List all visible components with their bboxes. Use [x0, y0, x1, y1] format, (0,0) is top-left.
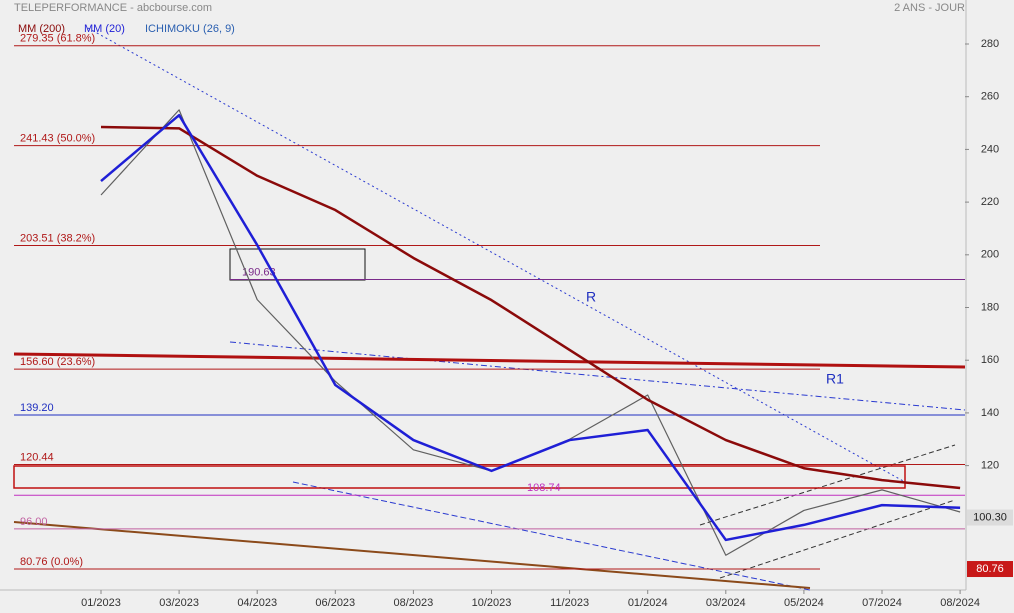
level-label: 190.63: [242, 266, 276, 278]
level-label: 156.60 (23.6%): [20, 356, 95, 368]
legend-entry: MM (200): [18, 23, 65, 35]
chart-title: TELEPERFORMANCE - abcbourse.com: [14, 2, 212, 14]
price-tag-label: 100.30: [973, 511, 1007, 523]
trendline: [292, 481, 811, 591]
x-tick-label: 01/2024: [628, 597, 668, 609]
channel-line: [699, 444, 956, 526]
x-tick-label: 10/2023: [472, 597, 512, 609]
trend-label: R: [586, 289, 596, 305]
price-tag: [967, 509, 1013, 526]
price-tag: [967, 561, 1013, 578]
y-tick-label: 220: [981, 196, 999, 208]
channel-line: [719, 499, 956, 579]
level-label: 80.76 (0.0%): [20, 556, 83, 568]
level-label: 108.74: [527, 482, 561, 494]
series-line: [100, 113, 961, 542]
y-tick-label: 260: [981, 91, 999, 103]
y-tick-label: 240: [981, 143, 999, 155]
y-tick-label: 180: [981, 301, 999, 313]
period: 2 ANS - JOUR: [894, 2, 965, 14]
level-label: 203.51 (38.2%): [20, 232, 95, 244]
y-tick-label: 120: [981, 460, 999, 472]
price-tag-label: 80.76: [976, 563, 1004, 575]
legend-entry: ICHIMOKU (26, 9): [145, 23, 235, 35]
x-tick-label: 01/2023: [81, 597, 121, 609]
series-line: [100, 125, 961, 490]
trendline: [13, 521, 811, 589]
trend-label: R1: [826, 371, 844, 387]
x-tick-label: 07/2024: [862, 597, 902, 609]
x-tick-label: 08/2023: [394, 597, 434, 609]
y-tick-label: 160: [981, 354, 999, 366]
x-tick-label: 05/2024: [784, 597, 824, 609]
x-tick-label: 08/2024: [940, 597, 980, 609]
x-tick-label: 06/2023: [315, 597, 355, 609]
level-label: 279.35 (61.8%): [20, 33, 95, 45]
level-label: 120.44: [20, 451, 54, 463]
level-label: 139.20: [20, 402, 54, 414]
x-tick-label: 04/2023: [237, 597, 277, 609]
resistance-line: [13, 352, 966, 369]
zone-box: [13, 465, 906, 489]
level-label: 241.43 (50.0%): [20, 133, 95, 145]
x-tick-label: 11/2023: [550, 597, 589, 609]
x-tick-label: 03/2024: [706, 597, 746, 609]
x-tick-label: 03/2023: [159, 597, 199, 609]
trendline: [229, 341, 966, 411]
trendline: [87, 27, 906, 483]
y-tick-label: 140: [981, 407, 999, 419]
legend-entry: MM (20): [84, 23, 125, 35]
y-tick-label: 280: [981, 38, 999, 50]
level-label: 96.00: [20, 516, 48, 528]
y-tick-label: 200: [981, 249, 999, 261]
